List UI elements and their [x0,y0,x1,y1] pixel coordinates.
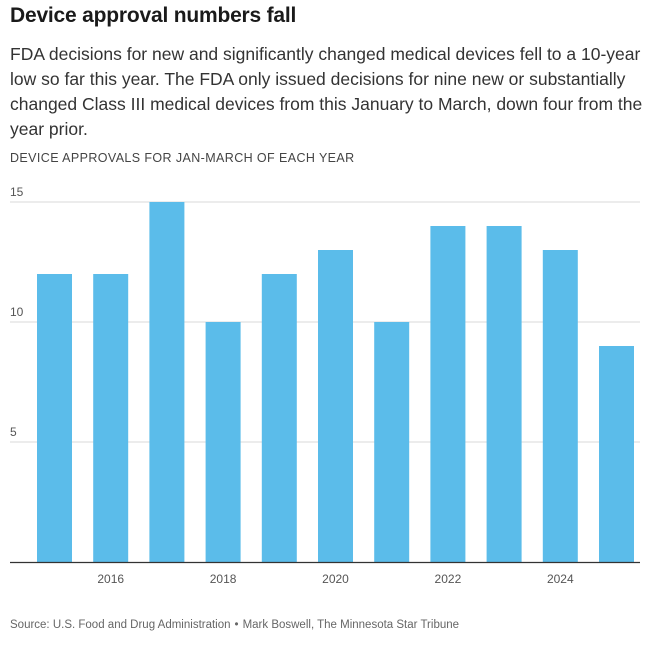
x-tick-label: 2020 [322,572,349,586]
bar [149,202,185,562]
bar [374,322,410,562]
y-tick-label: 15 [10,185,24,199]
bar [37,274,72,562]
y-tick-label: 10 [10,305,24,319]
x-tick-label: 2016 [97,572,124,586]
y-tick-label: 5 [10,425,17,439]
bar [261,274,297,562]
chart-footer: Source: U.S. Food and Drug Administratio… [10,619,640,631]
chart-title: Device approval numbers fall [10,4,297,27]
bar [93,274,129,562]
credit-text: Mark Boswell, The Minnesota Star Tribune [242,619,460,631]
bar [486,226,522,562]
x-tick-label: 2018 [210,572,237,586]
footer-separator: • [234,619,239,631]
bar [430,226,466,562]
bar [599,346,634,562]
bar [318,250,353,562]
bar [205,322,241,562]
chart-label: DEVICE APPROVALS FOR JAN-MARCH OF EACH Y… [10,151,355,165]
chart-subtitle: FDA decisions for new and significantly … [10,44,643,139]
bar [542,250,578,562]
x-tick-label: 2022 [435,572,462,586]
source-text: Source: U.S. Food and Drug Administratio… [10,619,231,631]
x-tick-label: 2024 [547,572,574,586]
